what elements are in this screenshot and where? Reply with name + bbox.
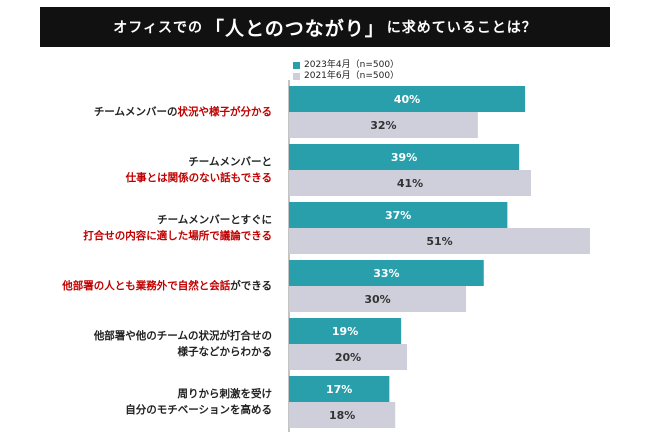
bar-2021-0 (289, 112, 478, 138)
category-label-line: チームメンバーと (12, 154, 272, 170)
category-label-segment: チームメンバーとすぐに (157, 214, 272, 226)
legend-item-2023: 2023年4月（n=500） (293, 60, 399, 71)
category-label-2: チームメンバーとすぐに打合せの内容に適した場所で議論できる (12, 212, 272, 244)
legend-swatch-2021 (293, 73, 300, 80)
bar-2021-4 (289, 344, 408, 370)
category-label-segment: 他部署や他のチームの状況が打合せの (93, 330, 272, 342)
legend-label-2021: 2021年6月（n=500） (304, 71, 400, 81)
bar-2023-3 (289, 260, 484, 286)
category-label-segment: 状況や様子が分かる (177, 106, 273, 118)
category-label-segment: チームメンバーの (93, 106, 178, 118)
bar-2023-4 (289, 318, 402, 344)
category-label-segment: 仕事とは関係のない話もできる (125, 172, 272, 184)
category-label-segment: 周りから刺激を受け (177, 388, 273, 400)
data-label-2023-1: 39% (391, 151, 417, 164)
category-label-3: 他部署の人とも業務外で自然と会話ができる (12, 278, 272, 294)
category-label-segment: 他部署の人とも業務外で自然と会話 (62, 280, 231, 292)
legend-label-2023: 2023年4月（n=500） (304, 60, 400, 70)
bar-2023-2 (289, 202, 508, 228)
category-label-line: 周りから刺激を受け (12, 386, 273, 402)
category-label-1: チームメンバーと仕事とは関係のない話もできる (12, 154, 272, 186)
data-label-2023-2: 37% (385, 209, 411, 222)
data-label-2023-0: 40% (394, 93, 420, 106)
data-label-2021-3: 30% (364, 293, 390, 306)
chart-title: オフィスでの 「人とのつながり」 に求めていることは？ (40, 7, 610, 47)
category-label-segment: 様子などからわかる (177, 346, 273, 358)
title-prefix: オフィスでの (113, 20, 203, 36)
title-highlight: 「人とのつながり」 (204, 17, 385, 40)
data-label-2021-2: 51% (426, 235, 452, 248)
category-label-line: 他部署や他のチームの状況が打合せの (12, 328, 272, 344)
data-label-2021-1: 41% (397, 177, 423, 190)
data-label-2021-0: 32% (370, 119, 396, 132)
category-label-line: チームメンバーの状況や様子が分かる (12, 104, 272, 120)
data-label-2023-3: 33% (373, 267, 399, 280)
category-label-line: 様子などからわかる (12, 344, 273, 360)
category-label-0: チームメンバーの状況や様子が分かる (12, 104, 272, 120)
data-label-2021-5: 18% (329, 409, 355, 422)
category-label-segment: ができる (230, 280, 272, 292)
legend: 2023年4月（n=500） 2021年6月（n=500） (293, 60, 399, 82)
data-label-2023-5: 17% (326, 383, 352, 396)
category-label-segment: 打合せの内容に適した場所で議論できる (83, 230, 272, 242)
category-label-segment: 自分のモチベーションを高める (125, 404, 272, 416)
category-label-5: 周りから刺激を受け自分のモチベーションを高める (12, 386, 272, 418)
bar-2021-5 (289, 402, 396, 428)
bar-2023-5 (289, 376, 390, 402)
category-label-line: チームメンバーとすぐに (12, 212, 272, 228)
title-suffix: に求めていることは？ (386, 20, 537, 36)
category-label-line: 打合せの内容に適した場所で議論できる (12, 228, 272, 244)
data-label-2021-4: 20% (335, 351, 361, 364)
category-label-line: 自分のモチベーションを高める (12, 402, 272, 418)
bar-2023-1 (289, 144, 520, 170)
category-label-4: 他部署や他のチームの状況が打合せの様子などからわかる (12, 328, 272, 360)
bar-2021-3 (289, 286, 467, 312)
bar-2021-1 (289, 170, 531, 196)
legend-swatch-2023 (293, 62, 300, 69)
bar-2021-2 (289, 228, 590, 254)
bar-2023-0 (289, 86, 526, 112)
data-label-2023-4: 19% (332, 325, 358, 338)
legend-item-2021: 2021年6月（n=500） (293, 71, 399, 82)
category-label-line: 仕事とは関係のない話もできる (12, 170, 272, 186)
category-label-line: 他部署の人とも業務外で自然と会話ができる (12, 278, 272, 294)
category-label-segment: チームメンバーと (188, 156, 272, 168)
